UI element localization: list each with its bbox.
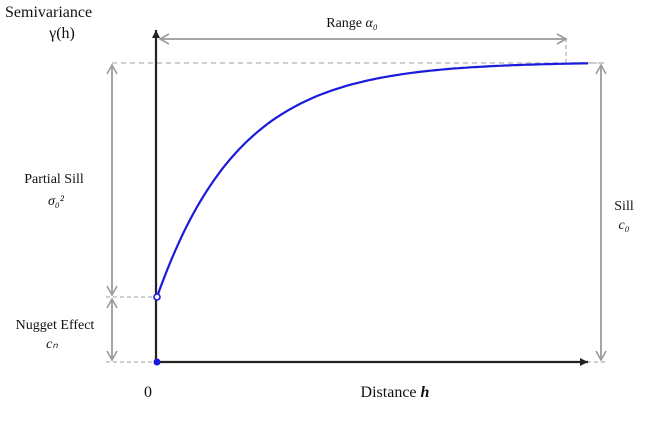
range-label: Range α₀ (326, 16, 378, 31)
origin-tick-label: 0 (144, 384, 152, 401)
nugget-symbol: cₙ (46, 337, 58, 352)
x-axis-title: Distance h (361, 384, 430, 401)
sill-label: Sill (614, 199, 634, 214)
nugget-point (153, 293, 161, 301)
origin-point (153, 358, 161, 366)
partial-sill-symbol: σ₀² (48, 194, 65, 209)
y-axis-symbol: γ(h) (48, 25, 75, 42)
semivariogram-curve (155, 62, 589, 298)
nugget-label: Nugget Effect (16, 318, 95, 333)
partial-sill-label: Partial Sill (24, 172, 84, 187)
y-axis-title: Semivariance (5, 4, 92, 21)
sill-symbol: c₀ (618, 218, 629, 233)
